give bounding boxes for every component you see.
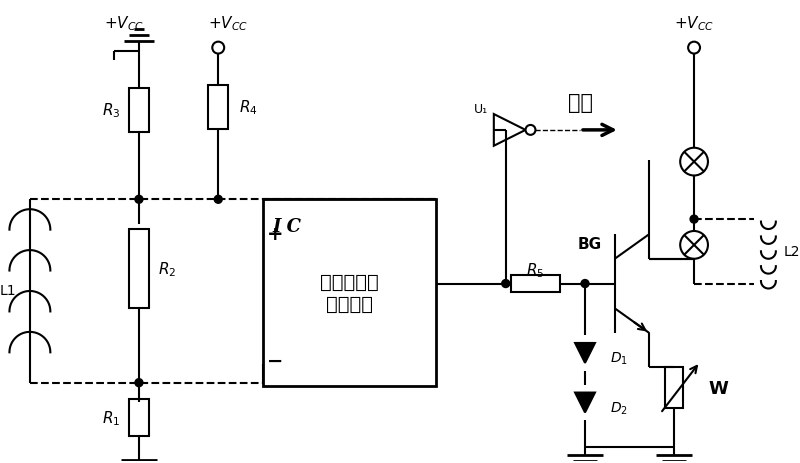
Bar: [129, 89, 149, 132]
Bar: [129, 230, 149, 309]
Circle shape: [214, 196, 222, 204]
Polygon shape: [575, 393, 595, 413]
Bar: [208, 86, 228, 130]
Text: $R_1$: $R_1$: [102, 408, 120, 427]
Circle shape: [502, 280, 510, 288]
Polygon shape: [575, 343, 595, 363]
Circle shape: [135, 379, 143, 387]
Text: BG: BG: [578, 237, 602, 252]
Text: +: +: [266, 225, 283, 244]
Text: 差动高増益
运放电路: 差动高増益 运放电路: [320, 272, 379, 313]
Text: $R_2$: $R_2$: [158, 260, 176, 278]
Text: $D_1$: $D_1$: [610, 350, 628, 366]
Bar: [129, 399, 149, 436]
Text: $D_2$: $D_2$: [610, 400, 628, 416]
Text: U₁: U₁: [474, 102, 488, 115]
Text: I C: I C: [273, 218, 302, 236]
Text: $+V_{CC}$: $+V_{CC}$: [674, 14, 714, 32]
Text: W: W: [709, 379, 729, 397]
Text: 信号: 信号: [567, 93, 593, 113]
Text: $+V_{CC}$: $+V_{CC}$: [208, 14, 248, 32]
Text: L2: L2: [783, 244, 800, 258]
Circle shape: [581, 280, 589, 288]
Circle shape: [135, 196, 143, 204]
Text: $R_3$: $R_3$: [102, 101, 121, 120]
Text: $R_4$: $R_4$: [238, 99, 258, 117]
Bar: [510, 275, 560, 293]
Bar: [666, 367, 683, 408]
Text: $R_5$: $R_5$: [526, 261, 545, 279]
Bar: [263, 200, 436, 386]
Text: L1: L1: [0, 284, 16, 298]
Text: $+V_{CC}$: $+V_{CC}$: [104, 14, 144, 32]
Text: −: −: [266, 351, 283, 370]
Circle shape: [690, 216, 698, 224]
